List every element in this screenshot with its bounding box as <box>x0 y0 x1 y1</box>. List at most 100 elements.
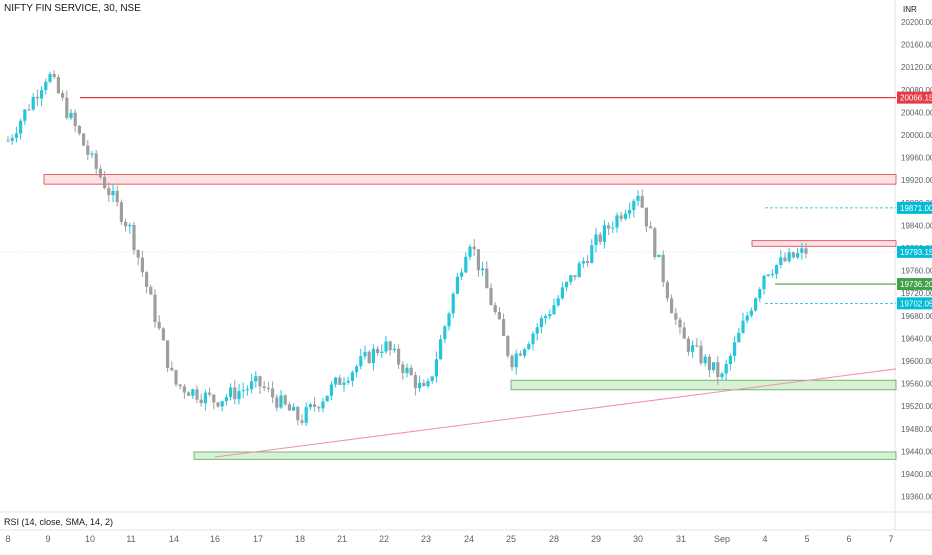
x-tick-label: 30 <box>633 534 643 544</box>
candle-body <box>82 133 86 146</box>
candle-body <box>758 289 762 299</box>
candle-body <box>342 382 346 385</box>
candle-body <box>279 395 283 408</box>
y-tick-label: 19960.00 <box>901 154 932 163</box>
candle-body <box>203 392 207 404</box>
candle-body <box>170 367 174 371</box>
candle-body <box>430 376 434 381</box>
candle-body <box>695 345 699 347</box>
candle-body <box>560 287 564 299</box>
candle-body <box>796 252 800 258</box>
candle-body <box>161 328 165 341</box>
candle-body <box>426 380 430 387</box>
candle-body <box>19 120 23 134</box>
candle-body <box>350 372 354 381</box>
candle-body <box>86 145 90 155</box>
y-tick-label: 20160.00 <box>901 41 932 50</box>
candle-body <box>149 286 153 295</box>
candle-body <box>254 376 258 382</box>
candle-body <box>367 351 371 364</box>
candle-body <box>409 367 413 376</box>
candle-body <box>783 257 787 262</box>
candle-body <box>90 153 94 155</box>
candle-body <box>128 224 132 227</box>
candle-body <box>712 362 716 371</box>
x-tick-label: 17 <box>253 534 263 544</box>
candle-body <box>699 345 703 364</box>
y-tick-label: 19480.00 <box>901 425 932 434</box>
candle-body <box>665 282 669 299</box>
candle-body <box>737 332 741 343</box>
candle-body <box>640 195 644 208</box>
candle-body <box>292 406 296 411</box>
candle-body <box>304 407 308 423</box>
candle-body <box>136 250 140 258</box>
candle-body <box>686 338 690 352</box>
price-label-text: 19871.00 <box>900 204 932 213</box>
candle-body <box>153 294 157 323</box>
y-tick-label: 19520.00 <box>901 402 932 411</box>
candle-body <box>384 341 388 352</box>
stop-zone <box>751 240 897 247</box>
candle-body <box>388 341 392 351</box>
price-label-text: 19736.20 <box>900 280 932 289</box>
candle-body <box>489 288 493 306</box>
candle-body <box>493 305 497 313</box>
candle-body <box>245 389 249 391</box>
candle-body <box>581 261 585 264</box>
candle-body <box>670 298 674 314</box>
candle-body <box>178 384 182 387</box>
candle-body <box>800 248 804 253</box>
candle-body <box>804 248 808 254</box>
candle-body <box>745 315 749 321</box>
x-tick-label: 10 <box>85 534 95 544</box>
x-tick-label: 8 <box>5 534 10 544</box>
candle-body <box>346 380 350 383</box>
candle-body <box>628 210 632 214</box>
y-tick-label: 19440.00 <box>901 447 932 456</box>
candle-body <box>397 348 401 365</box>
candle-body <box>77 125 81 134</box>
price-label-text: 19702.05 <box>900 299 932 308</box>
candle-body <box>401 364 405 374</box>
candle-body <box>586 261 590 263</box>
candle-body <box>678 319 682 328</box>
candle-body <box>720 373 724 378</box>
candle-body <box>510 355 514 368</box>
candle-body <box>565 281 569 288</box>
currency-label: INR <box>903 5 917 14</box>
candle-body <box>208 392 212 395</box>
candle-body <box>98 168 102 178</box>
candle-body <box>216 402 220 407</box>
candle-body <box>455 276 459 294</box>
candle-body <box>140 257 144 273</box>
y-tick-label: 19680.00 <box>901 312 932 321</box>
y-tick-label: 19840.00 <box>901 221 932 230</box>
candle-body <box>262 386 266 389</box>
candle-body <box>506 336 510 356</box>
candle-body <box>241 390 245 392</box>
candle-body <box>199 399 203 404</box>
candle-body <box>502 319 506 337</box>
candle-body <box>220 401 224 407</box>
candle-body <box>569 275 573 282</box>
x-tick-label: 5 <box>804 534 809 544</box>
candle-body <box>707 356 711 371</box>
candle-body <box>472 246 476 250</box>
candle-body <box>594 234 598 246</box>
candle-body <box>552 305 556 315</box>
candle-body <box>334 377 338 385</box>
candle-body <box>422 382 426 387</box>
rsi-indicator-label[interactable]: RSI (14, close, SMA, 14, 2) <box>4 517 114 527</box>
x-tick-label: 7 <box>888 534 893 544</box>
candle-body <box>111 190 115 196</box>
candle-body <box>380 351 384 354</box>
candle-body <box>233 387 237 400</box>
chart-title: NIFTY FIN SERVICE, 30, NSE <box>4 3 141 14</box>
candle-body <box>31 96 35 110</box>
candle-body <box>23 109 27 121</box>
x-tick-label: 29 <box>591 534 601 544</box>
candle-body <box>497 312 501 320</box>
